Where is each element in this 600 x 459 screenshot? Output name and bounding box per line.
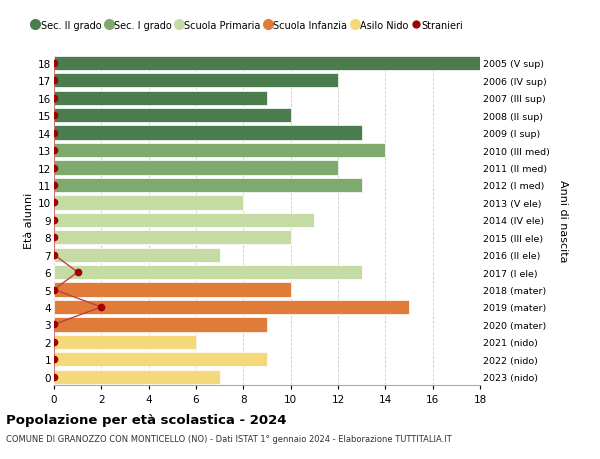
Text: Popolazione per età scolastica - 2024: Popolazione per età scolastica - 2024 [6,413,287,426]
Bar [54,248,220,262]
Bar [54,300,409,314]
Legend: Sec. II grado, Sec. I grado, Scuola Primaria, Scuola Infanzia, Asilo Nido, Stran: Sec. II grado, Sec. I grado, Scuola Prim… [29,17,467,35]
Bar [54,265,362,280]
Bar [54,353,267,367]
Bar [54,161,338,175]
Bar [54,144,385,158]
Bar [54,179,362,193]
Bar [54,74,338,88]
Bar [54,196,244,210]
Bar [54,318,267,332]
Bar [54,109,290,123]
Y-axis label: Anni di nascita: Anni di nascita [558,179,568,262]
Bar [54,213,314,228]
Bar [54,56,480,71]
Bar [54,370,220,384]
Bar [54,230,290,245]
Bar [54,126,362,140]
Y-axis label: Età alunni: Età alunni [24,192,34,248]
Bar [54,283,290,297]
Bar [54,91,267,106]
Text: COMUNE DI GRANOZZO CON MONTICELLO (NO) - Dati ISTAT 1° gennaio 2024 - Elaborazio: COMUNE DI GRANOZZO CON MONTICELLO (NO) -… [6,434,452,443]
Bar [54,335,196,349]
